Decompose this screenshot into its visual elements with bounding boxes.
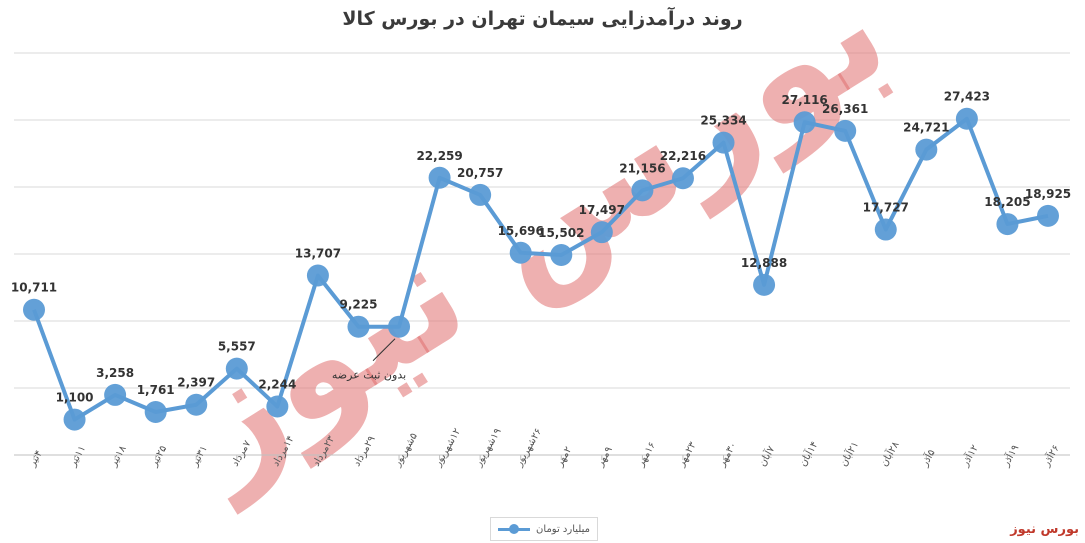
annotation-text: بدون ثبت عرضه <box>332 369 406 382</box>
x-tick-label: ۹مهر <box>594 445 614 469</box>
data-point <box>225 357 248 380</box>
x-tick-label: ۲مهر <box>554 445 574 469</box>
x-tick-label: ۱۲شهریور <box>432 427 463 470</box>
data-label: 25,334 <box>700 114 746 128</box>
data-point <box>428 166 451 189</box>
legend-label: میلیارد تومان <box>536 523 590 535</box>
brand-logo-text: بورس نیوز <box>1010 522 1079 537</box>
x-tick-label: ۵شهریور <box>392 431 420 469</box>
series-line <box>23 107 1059 431</box>
data-label: 21,156 <box>619 161 665 175</box>
data-label: 10,711 <box>11 281 57 295</box>
data-label: 27,116 <box>781 93 827 107</box>
data-label: 12,888 <box>741 256 787 270</box>
x-tick-label: ۲۶شهریور <box>513 427 544 470</box>
x-tick-label: ۲۶آذر <box>1039 442 1062 469</box>
x-tick-label: ۵آذر <box>917 447 937 469</box>
data-label: 2,397 <box>177 376 215 390</box>
legend-line-swatch <box>498 524 531 534</box>
x-tick-label: ۲۱آبان <box>837 439 862 469</box>
data-point <box>388 315 411 338</box>
data-point <box>63 408 86 431</box>
x-tick-label: ۱۱تیر <box>67 444 88 469</box>
data-point <box>1037 204 1059 227</box>
data-point <box>712 131 735 154</box>
data-label: 13,707 <box>295 246 341 260</box>
data-label: 5,557 <box>218 340 256 354</box>
data-point <box>144 401 167 424</box>
x-tick-label: ۴تیر <box>27 449 45 470</box>
x-tick-label: ۱۹شهریور <box>473 427 504 470</box>
data-point <box>955 107 978 130</box>
x-tick-label: ۱۴آبان <box>796 439 821 469</box>
data-point <box>996 213 1019 236</box>
x-tick-label: ۱۹آذر <box>998 442 1021 469</box>
chart-title: روند درآمدزایی سیمان تهران در بورس کالا <box>342 8 743 30</box>
data-label: 18,925 <box>1025 187 1071 201</box>
data-point <box>793 111 816 134</box>
x-tick-label: ۳۱تیر <box>189 444 210 469</box>
data-point <box>590 221 613 244</box>
data-label: 22,259 <box>416 149 462 163</box>
data-point <box>915 138 938 161</box>
data-label: 1,100 <box>56 391 94 405</box>
x-tick-label: ۷آبان <box>755 443 777 469</box>
data-label: 27,423 <box>944 90 990 104</box>
data-label: 2,244 <box>258 377 296 391</box>
data-point <box>266 395 289 418</box>
data-point <box>631 179 654 202</box>
x-tick-label: ۱۸تیر <box>108 443 129 469</box>
data-label: 26,361 <box>822 102 868 116</box>
x-tick-label: ۲۸آبان <box>877 438 902 468</box>
x-tick-label: ۲۵تیر <box>148 444 169 469</box>
data-label: 9,225 <box>339 298 377 312</box>
annotation-pointer <box>372 338 396 362</box>
data-label: 18,205 <box>984 195 1030 209</box>
data-point <box>509 241 532 264</box>
data-label: 17,727 <box>863 201 909 215</box>
data-point <box>834 119 857 142</box>
data-label: 15,696 <box>498 224 544 238</box>
data-label: 22,216 <box>660 149 706 163</box>
data-point <box>874 218 897 241</box>
data-label: 24,721 <box>903 121 949 135</box>
data-label: 1,761 <box>137 383 175 397</box>
data-point <box>185 393 208 416</box>
data-point <box>753 273 776 296</box>
data-point <box>23 298 45 321</box>
annotation: بدون ثبت عرضه <box>332 338 406 382</box>
data-point <box>104 383 127 406</box>
data-point <box>306 264 329 287</box>
data-label: 15,502 <box>538 226 584 240</box>
x-tick-label: ۱۲آذر <box>958 442 981 469</box>
data-point <box>347 315 370 338</box>
legend: میلیارد تومان <box>490 517 598 541</box>
data-point <box>469 183 492 206</box>
data-label: 20,757 <box>457 166 503 180</box>
data-point <box>550 243 573 266</box>
data-label: 17,497 <box>579 203 625 217</box>
data-point <box>671 167 694 190</box>
data-label: 3,258 <box>96 366 134 380</box>
